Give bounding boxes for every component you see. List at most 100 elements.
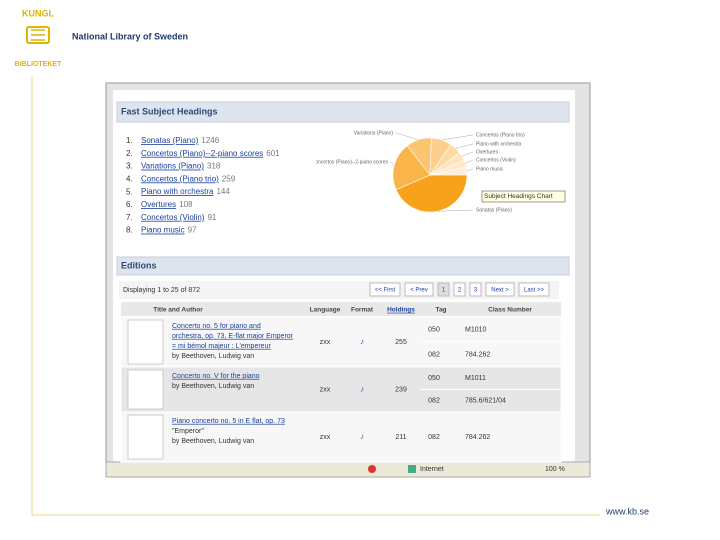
subject-link[interactable]: Sonatas (Piano)	[141, 136, 199, 145]
table-header	[121, 302, 561, 316]
subject-line: Variations (Piano)318	[141, 162, 221, 171]
pager-button[interactable]	[369, 282, 401, 297]
subject-line: Concertos (Violin)91	[141, 213, 217, 222]
subject-count: 1246	[201, 136, 219, 145]
pager-button[interactable]	[453, 282, 466, 297]
subject-count: 91	[207, 213, 216, 222]
pager-button[interactable]	[404, 282, 434, 297]
subject-line: Concertos (Piano)--2-piano scores601	[141, 149, 280, 158]
pie-label: Piano with orchestra	[476, 141, 522, 147]
pie-label: Overtures	[476, 149, 498, 155]
leader-line	[441, 134, 474, 141]
subject-link[interactable]: Piano with orchestra	[141, 187, 214, 196]
pager-label: 2	[458, 288, 462, 294]
subject-line: Overtures108	[141, 200, 193, 209]
format-icon: ♪	[360, 432, 364, 441]
language: zxx	[320, 339, 331, 346]
leader-line	[390, 161, 395, 166]
pie-chart: Sonatas (Piano) Concertos (Piano)--2-pian…	[312, 130, 525, 213]
subject-count: 318	[207, 162, 221, 171]
pager-label: Next >	[491, 288, 509, 294]
row-bg	[120, 316, 562, 368]
subject-count: 601	[266, 149, 280, 158]
status-zone: Internet	[420, 466, 444, 473]
subject-link[interactable]: Concertos (Violin)	[141, 213, 205, 222]
subject-line: Piano with orchestra144	[141, 187, 230, 196]
status-zoom: 100 %	[545, 466, 565, 473]
item-num: 7.	[126, 213, 133, 222]
subject-count: 259	[222, 175, 236, 184]
format-icon: ♪	[360, 337, 364, 346]
logo-text: KUNGL	[22, 8, 54, 18]
subject-link[interactable]: Concertos (Piano trio)	[141, 175, 219, 184]
status-icon	[408, 465, 416, 473]
column-header: Class Number	[488, 307, 532, 314]
pie-label: Concertos (Violin)	[476, 157, 516, 163]
class-number: 784.262	[465, 351, 490, 358]
section-bar	[116, 256, 570, 276]
tag: 082	[428, 434, 440, 441]
row-bg	[120, 411, 562, 463]
edition-title[interactable]: orchestra, op. 73, E-flat major Emperor	[172, 333, 294, 340]
language: zxx	[320, 434, 331, 441]
edition-author: by Beethoven, Ludwig van	[172, 438, 254, 445]
pager-button[interactable]	[437, 282, 450, 297]
holdings: 255	[395, 339, 407, 346]
class-number: M1010	[465, 326, 487, 333]
status-icon	[368, 465, 376, 473]
pager-label: << First	[375, 288, 396, 294]
tag: 050	[428, 326, 440, 333]
holdings: 239	[395, 386, 407, 393]
edition-title[interactable]: Concerto no. V for the piano	[172, 373, 260, 380]
subject-link[interactable]: Piano music	[141, 226, 185, 235]
section-title: Fast Subject Headings	[121, 106, 218, 116]
tag: 082	[428, 398, 440, 405]
class-number: 784.262	[465, 434, 490, 441]
tooltip-box	[481, 190, 566, 203]
thumbnail	[127, 369, 164, 410]
edition-author: by Beethoven, Ludwig van	[172, 383, 254, 390]
section-title: Editions	[121, 260, 157, 270]
item-num: 3.	[126, 162, 133, 171]
pie-label: Sonatas (Piano)	[476, 207, 512, 213]
edition-title[interactable]: Concerto no. 5 for piano and	[172, 323, 261, 330]
pager-label: 1	[442, 288, 446, 294]
subject-count: 97	[188, 226, 197, 235]
subject-count: 108	[179, 200, 193, 209]
item-num: 4.	[126, 175, 133, 184]
column-header: Tag	[435, 307, 446, 314]
subject-link[interactable]: Concertos (Piano)--2-piano scores	[141, 149, 263, 158]
holdings: 211	[395, 434, 406, 441]
edition-note: "Emperor"	[172, 428, 204, 435]
leader-line	[437, 209, 474, 212]
pie-label: Piano music	[476, 166, 504, 172]
subject-count: 144	[216, 187, 230, 196]
frame-line	[31, 76, 600, 516]
pager-button[interactable]	[469, 282, 482, 297]
leader-line	[465, 159, 474, 164]
pager-button[interactable]	[518, 282, 550, 297]
tag: 082	[428, 351, 440, 358]
item-num: 5.	[126, 187, 133, 196]
class-number: M1011	[465, 375, 486, 382]
edition-author: by Beethoven, Ludwig van	[172, 353, 254, 360]
thumbnail	[127, 319, 164, 365]
pager-button[interactable]	[485, 282, 515, 297]
subject-link[interactable]: Variations (Piano)	[141, 162, 204, 171]
displaying: Displaying 1 to 25 of 872	[123, 287, 200, 294]
edition-title[interactable]: Piano concerto no. 5 in E flat, op. 73	[172, 418, 285, 425]
pie-label: Concertos (Piano)--2-piano scores	[312, 159, 389, 165]
subject-link[interactable]: Overtures	[141, 200, 176, 209]
class-number: 785.6/621/04	[465, 398, 506, 405]
subject-line: Piano music97	[141, 226, 197, 235]
pager-label: < Prev	[410, 288, 428, 294]
pie-label: Variations (Piano)	[354, 130, 394, 136]
leader-line	[461, 151, 474, 157]
logo-text: BIBLIOTEKET	[15, 61, 62, 68]
leader-line	[395, 132, 419, 141]
column-header: Language	[310, 307, 341, 314]
edition-title[interactable]: = mi bémol majeur : L'empereur	[172, 343, 271, 350]
tooltip: Subject Headings Chart	[484, 193, 553, 200]
column-header: Title and Author	[153, 307, 203, 314]
